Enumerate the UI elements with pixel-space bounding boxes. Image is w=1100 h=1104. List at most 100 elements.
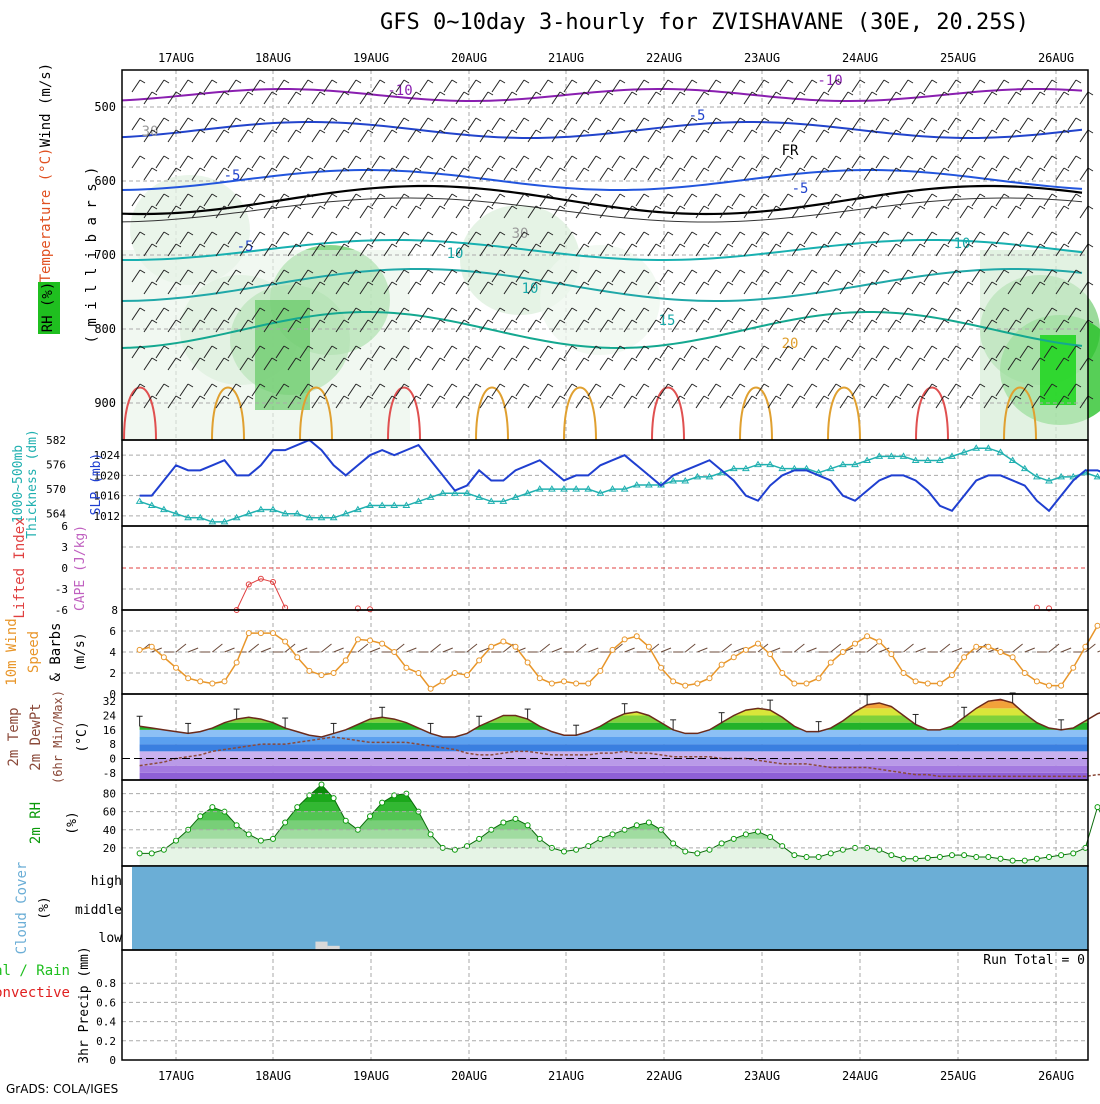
wind-barb	[456, 130, 464, 142]
wind10m-barb	[334, 648, 344, 652]
wind-barb	[672, 244, 680, 256]
wind-barb	[384, 206, 392, 218]
wind-barb-flag	[740, 270, 745, 273]
wind-barb	[552, 168, 560, 180]
wind-barb-flag	[644, 156, 649, 159]
wind10m-point	[319, 673, 324, 678]
wind-barb	[264, 206, 272, 218]
wind-barb	[636, 232, 644, 244]
wind-barb-flag	[440, 244, 445, 247]
wind-barb-flag	[464, 206, 469, 209]
wind-barb-flag	[452, 232, 457, 235]
wind-barb-flag	[380, 156, 385, 159]
li-tick-label: -6	[55, 604, 68, 617]
top-date-label: 24AUG	[842, 51, 878, 65]
wind-barb-flag	[560, 130, 565, 133]
wind-barb-flag	[524, 118, 529, 121]
wind-barb	[456, 396, 464, 408]
wind-barb	[864, 244, 872, 256]
rh2m-point	[950, 853, 955, 858]
wind-barb-flag	[1076, 80, 1081, 83]
wind-barb-flag	[380, 118, 385, 121]
wind-barb-flag	[512, 130, 517, 133]
wind-barb-flag	[800, 92, 805, 95]
li-tick-label: 6	[61, 520, 68, 533]
wind-barb-flag	[1064, 244, 1069, 247]
wind-barb-flag	[260, 118, 265, 121]
wind-barb-flag	[236, 80, 241, 83]
wind-barb-flag	[992, 244, 997, 247]
wind-barb	[444, 156, 452, 168]
wind-barb	[720, 396, 728, 408]
wind-barb-flag	[1004, 118, 1009, 121]
wind10m-tick-label: 4	[109, 646, 116, 659]
wind-barb-flag	[356, 194, 361, 197]
rh2m-point	[1034, 856, 1039, 861]
wind-barb	[756, 232, 764, 244]
wind-barb	[612, 118, 620, 130]
wind10m-point	[719, 662, 724, 667]
temp-contour-minus10	[122, 89, 1082, 101]
wind-barb-flag	[392, 244, 397, 247]
temp2m-tick-label: -8	[103, 767, 116, 780]
wind-barb-flag	[188, 80, 193, 83]
wind-barb	[1056, 206, 1064, 218]
wind-barb-flag	[512, 320, 517, 323]
wind-barb	[528, 168, 536, 180]
wind-barb	[600, 130, 608, 142]
wind10m-barb	[1025, 648, 1035, 652]
wind10m-point	[1047, 683, 1052, 688]
wind-barb	[1080, 130, 1088, 142]
wind-barb-flag	[848, 358, 853, 361]
wind-barb	[216, 92, 224, 104]
wind-barb-flag	[824, 320, 829, 323]
wind10m-point	[198, 679, 203, 684]
upper-rh-label: RH (%)	[40, 282, 56, 333]
wind-barb-flag	[812, 118, 817, 121]
wind-barb-flag	[812, 194, 817, 197]
wind10m-point	[161, 655, 166, 660]
wind-barb-flag	[776, 282, 781, 285]
wind-barb	[492, 156, 500, 168]
wind-barb-flag	[236, 156, 241, 159]
wind-barb	[792, 282, 800, 294]
rh2m-point	[234, 823, 239, 828]
wind-barb	[612, 232, 620, 244]
wind-barb	[816, 206, 824, 218]
wind-barb-flag	[644, 194, 649, 197]
wind-barb	[684, 270, 692, 282]
wind-barb-flag	[476, 308, 481, 311]
wind-barb-flag	[620, 194, 625, 197]
wind-barb-flag	[932, 232, 937, 235]
wind10m-point	[210, 681, 215, 686]
wind-barb	[684, 308, 692, 320]
wind-barb	[816, 396, 824, 408]
wind10m-barb	[431, 644, 441, 652]
wind-barb-flag	[860, 194, 865, 197]
precip-panel-frame	[122, 950, 1088, 1060]
wind-barb-flag	[608, 396, 613, 399]
wind-barb	[576, 396, 584, 408]
wind-barb-flag	[536, 358, 541, 361]
rh2m-point	[634, 823, 639, 828]
wind-barb	[516, 346, 524, 358]
wind-barb	[684, 346, 692, 358]
rh2m-point	[295, 805, 300, 810]
wind-barb-flag	[932, 156, 937, 159]
wind-barb-flag	[896, 244, 901, 247]
wind-barb-flag	[908, 270, 913, 273]
wind10m-point	[1095, 623, 1100, 628]
wind10m-barb	[685, 644, 695, 652]
rh2m-point	[889, 853, 894, 858]
wind-barb-flag	[1028, 156, 1033, 159]
wind-barb-flag	[788, 308, 793, 311]
rh2m-point	[477, 836, 482, 841]
wind-barb-flag	[524, 384, 529, 387]
wind-barb	[684, 156, 692, 168]
wind-barb-flag	[524, 346, 529, 349]
wind-barb	[444, 80, 452, 92]
wind-barb-flag	[320, 206, 325, 209]
wind-barb-flag	[140, 118, 145, 121]
wind-barb	[480, 320, 488, 332]
wind-barb-flag	[896, 358, 901, 361]
